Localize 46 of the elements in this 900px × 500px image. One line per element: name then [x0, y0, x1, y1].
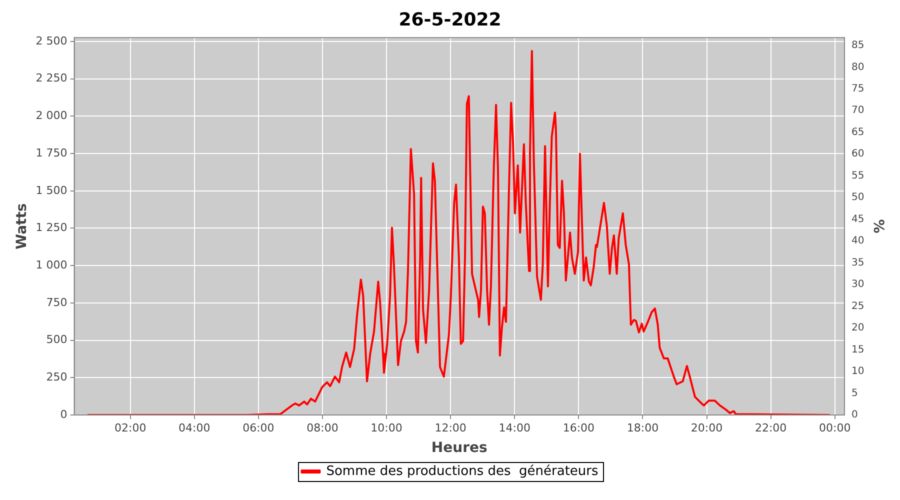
y2-tick-label: 40: [851, 236, 864, 247]
x-tick-label: 02:00: [114, 421, 146, 434]
y-tick-label: 500: [46, 333, 68, 346]
x-tick-label: 08:00: [306, 421, 338, 434]
y-tick-label: 1 500: [36, 184, 68, 197]
y2-tick-label: 25: [851, 300, 864, 312]
x-tick-label: 14:00: [498, 421, 530, 434]
legend-label: Somme des productions des générateurs: [326, 464, 599, 479]
y2-tick-label: 35: [851, 257, 864, 268]
y2-tick-label: 45: [851, 214, 864, 225]
x-tick-label: 04:00: [178, 421, 210, 434]
y-tick-label: 2 500: [36, 34, 68, 48]
x-tick-label: 20:00: [690, 421, 723, 434]
x-tick-label: 00:00: [819, 421, 851, 434]
y2-tick-label: 55: [851, 170, 864, 182]
y-tick-label: 0: [60, 408, 68, 421]
x-tick-label: 22:00: [754, 421, 787, 434]
x-tick-label: 06:00: [242, 421, 274, 434]
y2-tick-label: 75: [851, 84, 864, 94]
y2-tick-label: 70: [851, 105, 864, 116]
y-tick-label: 250: [46, 370, 68, 384]
y-tick-label: 750: [46, 296, 68, 309]
x-tick-label: 18:00: [626, 421, 659, 434]
y-axis-title: Watts: [14, 203, 30, 250]
chart-title: 26-5-2022: [398, 9, 502, 30]
y-tick-label: 1 250: [36, 221, 68, 234]
y-tick-label: 1 750: [36, 146, 68, 160]
y2-tick-label: 15: [851, 344, 864, 356]
x-tick-label: 10:00: [370, 421, 402, 434]
y2-tick-label: 0: [851, 410, 858, 421]
y2-tick-label: 80: [851, 62, 864, 73]
x-axis-title: Heures: [431, 440, 488, 456]
y2-tick-label: 85: [851, 40, 864, 52]
y2-tick-label: 20: [851, 322, 864, 334]
y2-tick-label: 5: [851, 388, 858, 399]
y2-axis-title: %: [870, 219, 886, 234]
x-tick-label: 12:00: [434, 421, 466, 434]
y2-tick-label: 50: [851, 192, 864, 204]
y2-tick-label: 10: [851, 366, 864, 378]
x-tick-label: 16:00: [562, 421, 595, 434]
y-tick-label: 1 000: [36, 258, 68, 272]
y-tick-label: 2 250: [36, 72, 68, 85]
y-tick-label: 2 000: [36, 109, 68, 122]
y2-tick-label: 30: [851, 279, 864, 290]
y2-tick-label: 60: [851, 148, 864, 160]
y2-tick-label: 65: [851, 126, 864, 138]
